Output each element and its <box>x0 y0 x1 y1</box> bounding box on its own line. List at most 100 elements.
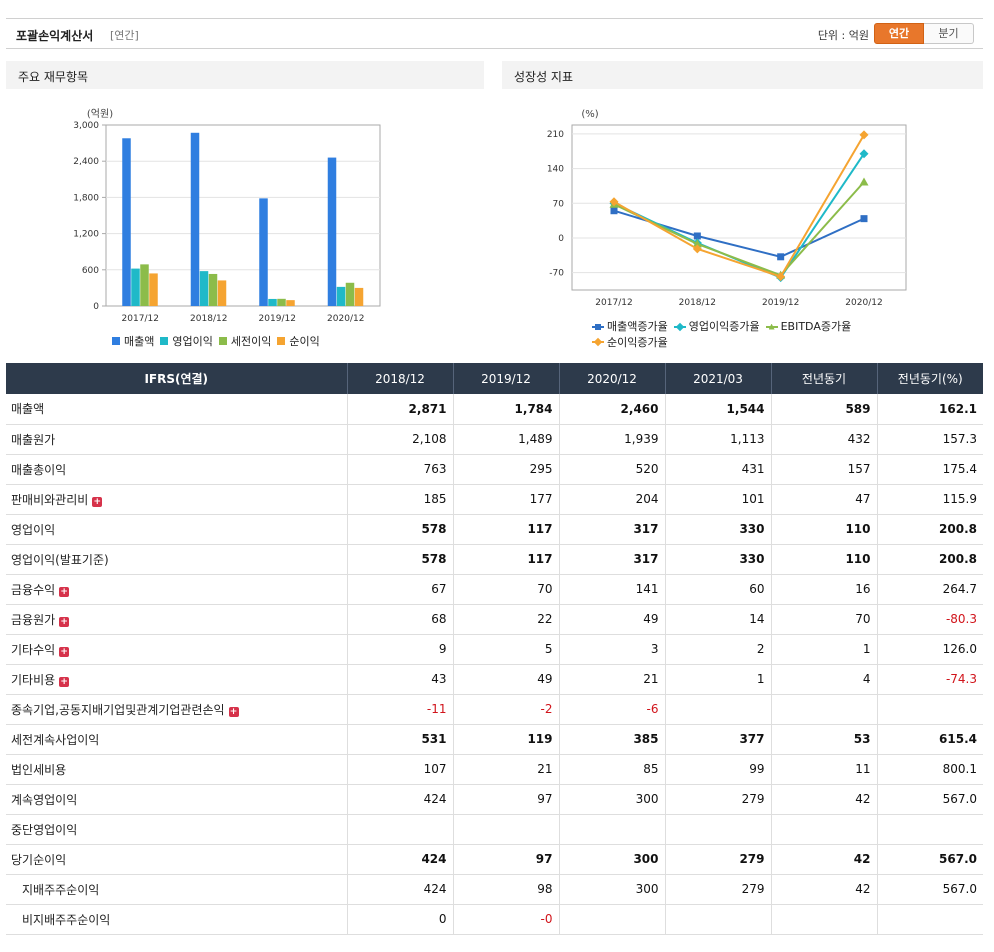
table-row: 당기순이익 424 97 300 279 42 567.0 <box>6 844 983 875</box>
bar-y-tick-label: 600 <box>82 266 99 276</box>
table-cell: 1,939 <box>558 424 665 455</box>
line-point <box>776 272 786 282</box>
table-cell: 43 <box>346 664 453 695</box>
expand-icon[interactable]: + <box>59 616 70 627</box>
expand-icon[interactable]: + <box>59 646 70 657</box>
table-cell: 117 <box>452 544 559 575</box>
column-header-item: IFRS(연결) <box>6 363 347 394</box>
left-panel-title: 주요 재무항목 <box>6 61 484 89</box>
legend-label: EBITDA증가율 <box>780 320 852 333</box>
table-row: 법인세비용 107 21 85 99 11 800.1 <box>6 754 983 785</box>
line-legend-item: EBITDA증가율 <box>765 319 852 334</box>
table-cell: 578 <box>346 513 453 545</box>
table-cell <box>770 904 877 935</box>
bar-y-tick-label: 1,800 <box>73 193 99 203</box>
column-header-period: 전년동기(%) <box>876 363 983 394</box>
table-cell: 1,489 <box>452 424 559 455</box>
table-cell: 424 <box>346 844 453 875</box>
table-cell: 162.1 <box>876 394 983 425</box>
table-row: 영업이익 578 117 317 330 110 200.8 <box>6 513 983 545</box>
row-label-text: 종속기업,공동지배기업및관계기업관련손익 <box>11 702 225 717</box>
legend-marker <box>592 337 604 347</box>
column-header-period: 2021/03 <box>664 363 771 394</box>
bar-legend-item: 순이익 <box>277 333 320 349</box>
table-cell: 295 <box>452 454 559 485</box>
row-label: 중단영업이익 <box>6 814 347 845</box>
legend-label: 매출액증가율 <box>607 320 668 333</box>
table-cell: 85 <box>558 754 665 785</box>
income-statement-table: IFRS(연결) 2018/12 2019/12 2020/12 2021/03 전년동기… <box>6 363 983 935</box>
bar-y-axis-label: (억원) <box>87 108 113 120</box>
table-cell: 2,108 <box>346 424 453 455</box>
bar <box>286 300 295 306</box>
line-legend-item: 순이익증가율 <box>592 335 668 350</box>
legend-label: 영업이익증가율 <box>688 320 760 333</box>
bar-y-tick-label: 0 <box>93 302 99 312</box>
legend-label: 영업이익 <box>172 335 213 348</box>
expand-icon[interactable]: + <box>92 496 103 507</box>
table-cell: 317 <box>558 544 665 575</box>
table-cell: 2,460 <box>558 394 665 425</box>
table-row: 중단영업이익 <box>6 814 983 845</box>
row-label-text: 당기순이익 <box>11 852 67 867</box>
line-y-tick-label: 140 <box>547 165 564 175</box>
table-cell <box>452 814 559 845</box>
quarterly-button[interactable]: 분기 <box>924 23 974 44</box>
row-label-text: 지배주주순이익 <box>22 882 100 897</box>
table-cell: 49 <box>452 664 559 695</box>
table-cell: 97 <box>452 784 559 815</box>
legend-swatch <box>277 337 286 345</box>
table-cell: 330 <box>664 544 771 575</box>
expand-icon[interactable]: + <box>228 706 239 717</box>
table-cell: 385 <box>558 723 665 755</box>
expand-icon[interactable]: + <box>59 586 70 597</box>
table-cell: 47 <box>770 484 877 515</box>
table-cell: 763 <box>346 454 453 485</box>
table-cell: 567.0 <box>876 874 983 905</box>
line-x-tick-label: 2020/12 <box>845 298 882 308</box>
table-cell <box>558 904 665 935</box>
table-cell: 126.0 <box>876 634 983 665</box>
table-row: 비지배주주순이익 0 -0 <box>6 904 983 935</box>
bar-legend: 매출액 영업이익 세전이익 순이익 <box>112 333 326 349</box>
table-cell <box>770 694 877 725</box>
table-cell: 300 <box>558 844 665 875</box>
table-cell: 0 <box>346 904 453 935</box>
table-cell: 800.1 <box>876 754 983 785</box>
row-label-text: 기타비용 <box>11 672 56 687</box>
table-cell: 330 <box>664 513 771 545</box>
bar <box>208 273 218 306</box>
bar <box>190 132 200 306</box>
table-row: 종속기업,공동지배기업및관계기업관련손익 + -11 -2 -6 <box>6 694 983 725</box>
table-cell <box>876 694 983 725</box>
column-header-period: 2019/12 <box>452 363 559 394</box>
table-row: 기타비용 +43 49 21 1 4 -74.3 <box>6 664 983 695</box>
row-label-text: 기타수익 <box>11 642 56 657</box>
table-cell: 157.3 <box>876 424 983 455</box>
legend-marker <box>765 323 778 331</box>
line-point <box>859 130 869 140</box>
table-cell: 157 <box>770 454 877 485</box>
legend-label: 순이익 <box>289 335 320 348</box>
table-cell: 70 <box>770 604 877 635</box>
table-cell: 14 <box>664 604 771 635</box>
table-cell <box>876 904 983 935</box>
table-cell: 60 <box>664 574 771 605</box>
bar-x-tick-label: 2017/12 <box>122 314 159 324</box>
line-point <box>693 232 701 240</box>
table-cell: 101 <box>664 484 771 515</box>
bar <box>131 268 140 306</box>
expand-icon[interactable]: + <box>59 676 70 687</box>
table-cell <box>664 814 771 845</box>
row-label-text: 매출총이익 <box>11 462 67 477</box>
bar <box>327 157 337 306</box>
row-label: 종속기업,공동지배기업및관계기업관련손익 + <box>6 694 347 725</box>
table-row: 계속영업이익 424 97 300 279 42 567.0 <box>6 784 983 815</box>
table-cell: 1 <box>664 664 771 695</box>
legend-label: 순이익증가율 <box>607 335 668 349</box>
bar-x-tick-label: 2020/12 <box>327 314 364 324</box>
table-cell: 520 <box>558 454 665 485</box>
row-label-text: 판매비와관리비 <box>11 492 89 507</box>
annual-button[interactable]: 연간 <box>874 23 924 44</box>
table-cell: 531 <box>346 723 453 755</box>
